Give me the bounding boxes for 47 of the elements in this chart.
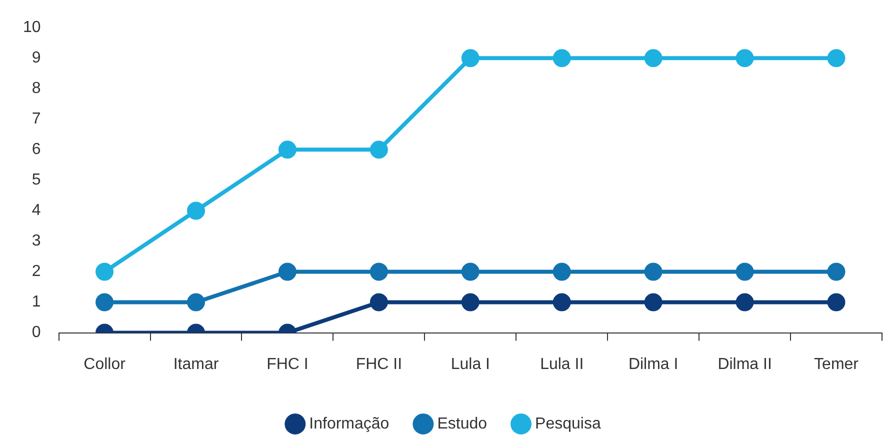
- point: [827, 262, 846, 281]
- y-tick-label: 3: [32, 232, 41, 250]
- point: [187, 293, 205, 312]
- x-tick-label: FHC II: [356, 356, 402, 373]
- x-tick-label: Temer: [814, 356, 860, 373]
- point: [370, 262, 388, 281]
- point: [552, 293, 571, 312]
- point: [827, 49, 846, 68]
- point: [827, 293, 846, 312]
- y-tick-label: 5: [32, 172, 41, 189]
- x-tick-label: Lula I: [450, 356, 490, 373]
- y-tick-label: 9: [32, 50, 41, 67]
- point: [96, 293, 114, 312]
- point: [736, 49, 754, 68]
- point: [644, 49, 662, 68]
- point: [736, 293, 754, 312]
- x-tick-label: Lula II: [540, 356, 584, 373]
- x-tick-label: Dilma I: [628, 356, 678, 373]
- y-tick-label: 0: [32, 324, 41, 342]
- point: [552, 49, 571, 68]
- point: [187, 202, 205, 220]
- y-tick-label: 7: [32, 110, 41, 128]
- y-tick-label: 8: [32, 80, 41, 98]
- y-tick-label: 4: [32, 202, 41, 220]
- y-tick-label: 1: [32, 294, 41, 311]
- point: [461, 49, 480, 68]
- point: [552, 262, 571, 281]
- x-tick-label: FHC I: [266, 356, 308, 373]
- y-tick-label: 10: [23, 19, 41, 36]
- x-tick-label: Itamar: [173, 356, 220, 373]
- point: [278, 262, 296, 281]
- point: [461, 262, 480, 281]
- legend-label: Estudo: [437, 415, 488, 432]
- y-tick-label: 6: [32, 141, 41, 158]
- point: [370, 140, 388, 159]
- point: [96, 262, 114, 281]
- point: [370, 293, 388, 312]
- point: [278, 140, 296, 159]
- x-tick-label: Dilma II: [718, 356, 772, 373]
- legend-label: Informação: [309, 415, 390, 432]
- point: [461, 293, 480, 312]
- point: [736, 262, 754, 281]
- y-tick-label: 2: [32, 263, 41, 280]
- point: [644, 293, 662, 312]
- legend-label: Pesquisa: [535, 415, 601, 432]
- point: [644, 262, 662, 281]
- x-tick-label: Collor: [84, 356, 126, 373]
